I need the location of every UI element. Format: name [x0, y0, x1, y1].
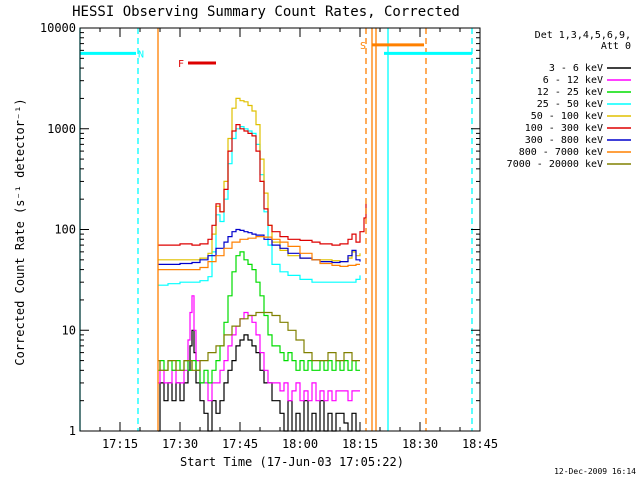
- y-tick-label-4: 10000: [40, 21, 76, 35]
- x-axis-label: Start Time (17-Jun-03 17:05:22): [180, 455, 404, 469]
- y-tick-label-0: 1: [69, 424, 76, 438]
- plot-annotations: N F S: [79, 28, 473, 431]
- y-axis-label: Corrected Count Rate (s⁻¹ detector⁻¹): [13, 98, 27, 365]
- y-tick-label-2: 100: [54, 223, 76, 237]
- x-tick-label-6: 18:45: [462, 437, 498, 451]
- legend-label-2: 12 - 25 keV: [537, 87, 603, 98]
- plot-frame: [79, 27, 481, 432]
- series-line-2: [158, 251, 360, 384]
- x-tick-label-0: 17:15: [102, 437, 138, 451]
- y-tick-label-3: 1000: [47, 122, 76, 136]
- series-line-8: [158, 311, 360, 371]
- legend-header-1: Att 0: [601, 41, 631, 52]
- legend-label-3: 25 - 50 keV: [537, 99, 603, 110]
- series-line-6: [158, 228, 361, 265]
- x-tick-label-5: 18:30: [402, 437, 438, 451]
- footer-timestamp: 12-Dec-2009 16:14: [554, 467, 636, 476]
- flag-label-0: N: [138, 49, 144, 60]
- series-line-1: [158, 295, 360, 402]
- y-tick-label-1: 10: [62, 323, 76, 337]
- legend-label-8: 7000 - 20000 keV: [507, 159, 603, 170]
- plot-axes: 17:15 17:30 17:45 18:00 18:15 18:30 18:45 1 10 10…: [40, 21, 498, 451]
- y-axis-label-text: Corrected Count Rate (s⁻¹ detector⁻¹): [13, 98, 27, 365]
- chart-title: HESSI Observing Summary Count Rates, Cor…: [72, 4, 460, 20]
- legend-label-4: 50 - 100 keV: [531, 111, 603, 122]
- series-line-4: [158, 97, 361, 263]
- legend-label-5: 100 - 300 keV: [525, 123, 603, 134]
- series-line-3: [158, 126, 361, 286]
- legend-label-6: 300 - 800 keV: [525, 135, 603, 146]
- legend-label-1: 6 - 12 keV: [543, 75, 603, 86]
- x-tick-label-1: 17:30: [162, 437, 198, 451]
- legend-label-7: 800 - 7000 keV: [519, 147, 603, 158]
- flag-label-2: F: [178, 59, 184, 70]
- x-tick-label-3: 18:00: [282, 437, 318, 451]
- flag-label-3: S: [360, 41, 366, 52]
- legend-label-0: 3 - 6 keV: [549, 63, 603, 74]
- legend-header-0: Det 1,3,4,5,6,9,: [535, 30, 631, 41]
- series-line-5: [158, 124, 367, 246]
- x-tick-label-2: 17:45: [222, 437, 258, 451]
- plot-series: [158, 97, 367, 432]
- series-line-7: [158, 236, 360, 271]
- x-tick-label-4: 18:15: [342, 437, 378, 451]
